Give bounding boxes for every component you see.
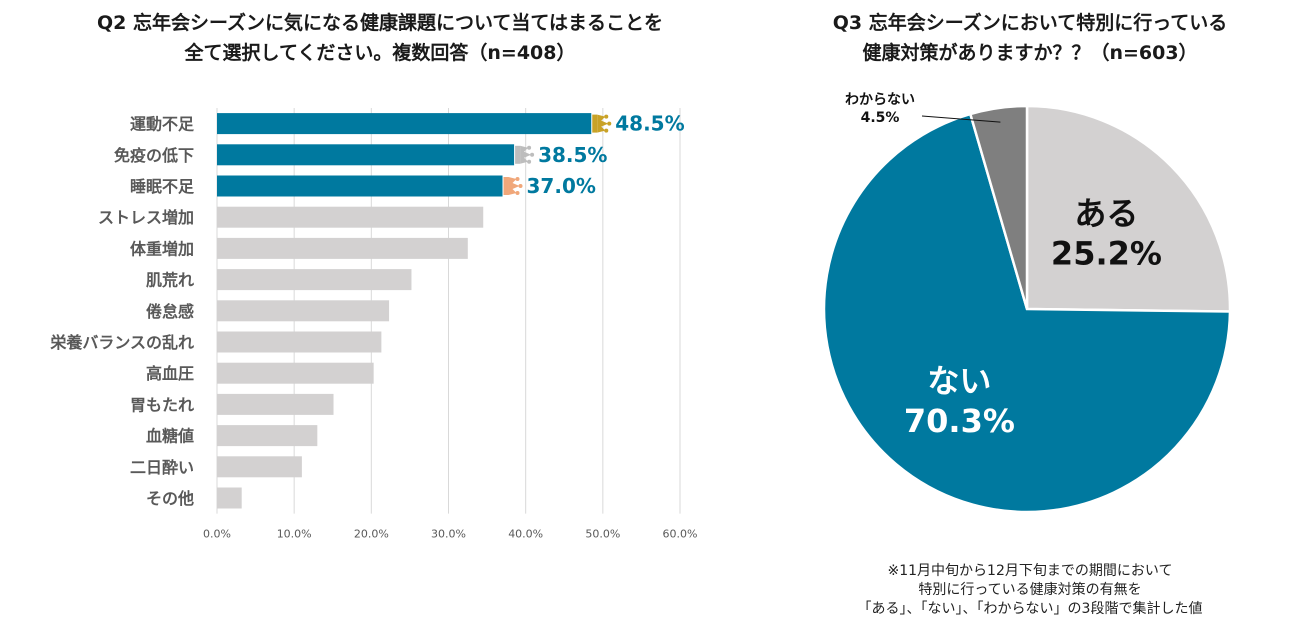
q2-title-line-2: 全て選択してください。複数回答（n=408） [184, 42, 576, 64]
q2-chart-title: Q2 忘年会シーズンに気になる健康課題について当てはまることを 全て選択してくだ… [30, 8, 730, 68]
crown-icon-bronze [503, 177, 523, 195]
pie-label-name: ある [1074, 195, 1138, 233]
x-tick-label: 60.0% [663, 528, 698, 541]
category-label: 栄養バランスの乱れ [49, 333, 194, 352]
x-tick-label: 50.0% [585, 528, 620, 541]
pie-label-value: 4.5% [861, 110, 900, 126]
bar-9 [217, 393, 334, 415]
category-label: 体重増加 [130, 239, 194, 258]
bar-8 [217, 362, 374, 384]
category-label: ストレス増加 [98, 208, 194, 227]
crown-icon-silver [515, 145, 535, 164]
crown-icon-gold [592, 114, 612, 133]
pie-label-name: ない [927, 362, 991, 400]
bar-0 [217, 113, 592, 135]
category-label: 運動不足 [130, 115, 195, 134]
category-label: 二日酔い [130, 458, 194, 477]
bar-3 [217, 206, 484, 228]
bar-value-label: 48.5% [615, 112, 684, 136]
q2-bar-chart: 0.0% 10.0% 20.0% 30.0% 40.0% 50.0% 60.0% 運動不足 48… [49, 108, 698, 541]
category-label: その他 [146, 489, 194, 508]
category-label: 睡眠不足 [130, 177, 195, 196]
category-label: 高血圧 [146, 364, 194, 383]
pie-slice-2 [968, 104, 1029, 310]
bar-value-label: 38.5% [538, 143, 607, 167]
q3-chart-title: Q3 忘年会シーズンにおいて特別に行っている 健康対策がありますか？？（n=60… [770, 8, 1290, 68]
q3-title-line-1: Q3 忘年会シーズンにおいて特別に行っている [832, 12, 1228, 34]
bar-4 [217, 237, 468, 259]
x-tick-label: 40.0% [508, 528, 543, 541]
leader-line [921, 115, 1001, 123]
category-label: 血糖値 [146, 427, 194, 446]
x-tick-label: 0.0% [203, 528, 231, 541]
bar-value-label: 37.0% [527, 174, 596, 198]
pie-slice-1 [822, 112, 1232, 514]
category-label: 胃もたれ [130, 395, 194, 414]
pie-slice-0 [1025, 104, 1232, 313]
x-tick-label: 10.0% [277, 528, 312, 541]
bar-12 [217, 487, 242, 509]
bar-11 [217, 456, 302, 478]
bar-10 [217, 425, 318, 447]
category-label: 免疫の低下 [114, 146, 194, 165]
bar-2 [217, 175, 503, 197]
x-tick-label: 30.0% [431, 528, 466, 541]
bar-5 [217, 269, 412, 291]
pie-label-value: 25.2% [1051, 235, 1162, 273]
q3-title-line-2: 健康対策がありますか？？（n=603） [862, 42, 1198, 64]
footnote-line-2: 特別に行っている健康対策の有無を [918, 582, 1142, 598]
q2-title-line-1: Q2 忘年会シーズンに気になる健康課題について当てはまることを [96, 12, 664, 34]
bar-1 [217, 144, 515, 166]
x-tick-label: 20.0% [354, 528, 389, 541]
category-label: 倦怠感 [146, 302, 194, 321]
pie-label-name: わからない [845, 92, 915, 108]
bar-7 [217, 331, 382, 353]
pie-label-value: 70.3% [904, 402, 1015, 440]
footnote-line-1: ※11月中旬から12月下旬までの期間において [887, 563, 1173, 579]
category-label: 肌荒れ [146, 271, 194, 290]
footnote-line-3: 「ある」、「ない」、「わからない」の3段階で集計した値 [857, 601, 1203, 617]
q3-footnote: ※11月中旬から12月下旬までの期間において 特別に行っている健康対策の有無を … [770, 562, 1290, 619]
bar-6 [217, 300, 390, 322]
